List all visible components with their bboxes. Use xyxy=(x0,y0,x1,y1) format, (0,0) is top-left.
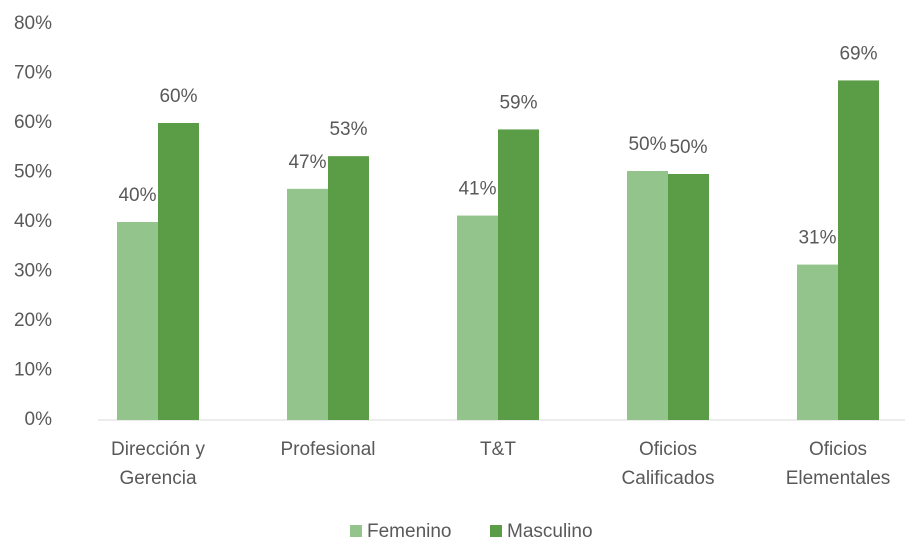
y-tick-label: 40% xyxy=(14,211,52,232)
x-tick-label-line: Gerencia xyxy=(119,468,197,489)
data-label: 59% xyxy=(499,92,537,113)
legend-label: Masculino xyxy=(507,521,593,540)
y-tick-label: 70% xyxy=(14,63,52,84)
x-tick-label-line: Calificados xyxy=(622,468,715,489)
data-label: 41% xyxy=(458,179,496,200)
y-tick-label: 60% xyxy=(14,112,52,133)
x-tick-label: Dirección y Gerencia xyxy=(111,439,205,489)
bar xyxy=(158,123,199,420)
y-tick-label: 0% xyxy=(25,409,53,430)
legend-swatch xyxy=(350,525,362,537)
x-tick-label-line: Oficios xyxy=(809,439,867,460)
x-tick-label: Oficios Calificados xyxy=(622,439,715,489)
x-tick-label: Oficios Elementales xyxy=(786,439,891,489)
bar xyxy=(627,171,668,420)
y-tick-label: 20% xyxy=(14,310,52,331)
y-tick-label: 80% xyxy=(14,13,52,34)
data-label: 50% xyxy=(628,134,666,155)
x-tick-label: Profesional xyxy=(280,439,375,460)
bar xyxy=(838,80,879,421)
data-label: 31% xyxy=(798,228,836,249)
bar xyxy=(498,129,539,420)
bar xyxy=(117,222,158,420)
bar xyxy=(457,215,498,420)
data-label: 69% xyxy=(839,43,877,64)
bar xyxy=(287,188,328,420)
data-label: 40% xyxy=(118,185,156,206)
y-tick-label: 10% xyxy=(14,360,52,381)
x-tick-label-line: Oficios xyxy=(639,439,697,460)
y-tick-label: 30% xyxy=(14,261,52,282)
legend-label: Femenino xyxy=(367,521,452,540)
x-tick-label: T&T xyxy=(480,439,516,460)
data-label: 47% xyxy=(288,152,326,173)
bar xyxy=(668,173,709,420)
data-label: 53% xyxy=(329,119,367,140)
x-tick-label-line: Elementales xyxy=(786,468,891,489)
data-label: 50% xyxy=(669,137,707,158)
data-label: 60% xyxy=(159,86,197,107)
y-tick-label: 50% xyxy=(14,162,52,183)
legend-swatch xyxy=(490,525,502,537)
x-tick-label-line: Profesional xyxy=(280,439,375,460)
x-tick-label-line: T&T xyxy=(480,439,516,460)
bar xyxy=(797,264,838,420)
x-tick-label-line: Dirección y xyxy=(111,439,205,460)
bar xyxy=(328,156,369,421)
